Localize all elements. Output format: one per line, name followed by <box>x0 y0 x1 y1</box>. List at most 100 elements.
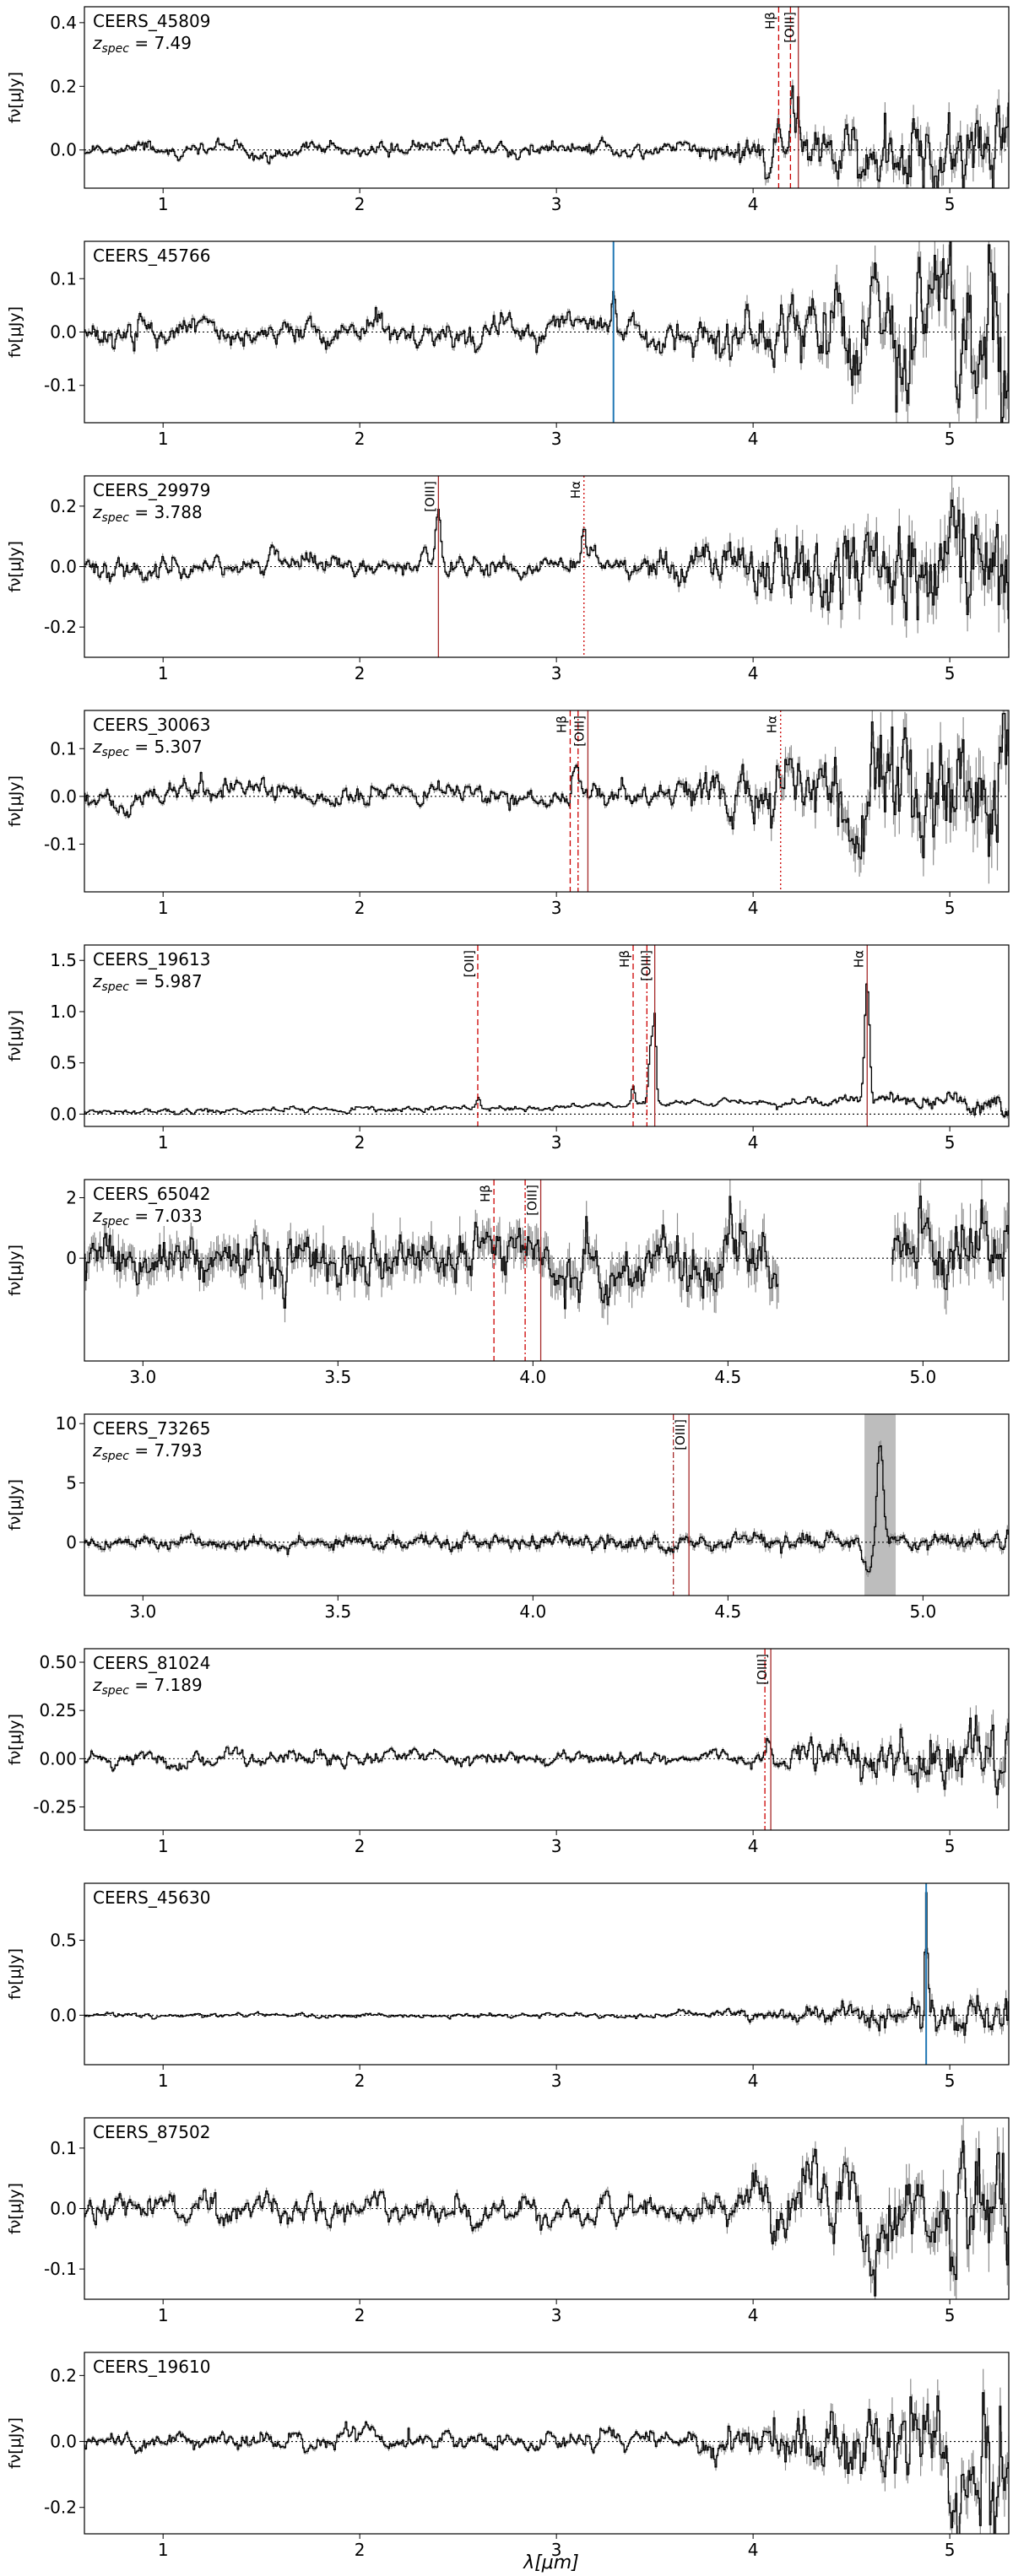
x-tick-label: 4.0 <box>519 1367 546 1387</box>
y-tick-label: 10 <box>56 1413 77 1434</box>
y-tick-label: 1.5 <box>50 950 77 970</box>
x-tick-label: 4.5 <box>714 1601 741 1622</box>
axes-frame <box>84 944 1010 1127</box>
spectrum-line <box>84 1715 1009 1796</box>
y-tick-label: 0.0 <box>50 557 77 577</box>
redshift-label: zspec = 5.307 <box>92 737 203 759</box>
spectrum-line <box>84 85 1009 188</box>
x-tick-label: 3 <box>551 898 562 918</box>
y-tick-label: 2 <box>66 1188 77 1208</box>
emission-line-label: Hβ <box>554 716 569 733</box>
x-tick-label: 5 <box>945 1836 956 1856</box>
x-tick-label: 5 <box>945 429 956 449</box>
figure-x-axis-label: λ[μm] <box>523 2552 579 2573</box>
spectrum-line <box>84 983 1009 1118</box>
emission-line-label: [OIII] <box>639 950 654 981</box>
object-name: CEERS_45630 <box>93 1887 210 1908</box>
y-tick-label: 0.0 <box>50 2005 77 2025</box>
plot-area <box>84 1180 1009 1361</box>
y-axis-label: fν[μJy] <box>6 1948 24 2000</box>
y-axis-label: fν[μJy] <box>6 1714 24 1765</box>
object-name: CEERS_73265 <box>93 1418 210 1439</box>
spectrum-line <box>84 1892 1009 2036</box>
axes-frame <box>84 1882 1010 2066</box>
shaded-band <box>864 1414 897 1596</box>
plot-area <box>84 1414 1009 1596</box>
y-axis-label: fν[μJy] <box>6 1245 24 1296</box>
y-tick-label: 0.0 <box>50 2432 77 2452</box>
y-tick-label: 0.0 <box>50 2199 77 2219</box>
y-tick-label: 0 <box>66 1532 77 1553</box>
panel-CEERS_19613: [OII] Hβ [OIII] Hα 1 2 3 4 5 0.0 0.5 1.0 1.5 fν[μJy] C… <box>6 944 1010 1153</box>
emission-line-label: Hβ <box>478 1185 493 1202</box>
spectrum-line <box>84 712 1009 860</box>
redshift-label: zspec = 7.49 <box>92 33 192 56</box>
emission-line-label: Hβ <box>762 12 777 30</box>
y-tick-label: -0.2 <box>44 2498 77 2518</box>
axes-frame <box>84 1413 1010 1596</box>
panel-CEERS_45809: Hβ [OIII] 1 2 3 4 5 0.0 0.2 0.4 fν[μJy] CEERS_45809… <box>6 6 1010 214</box>
x-tick-label: 1 <box>158 2071 169 2091</box>
x-tick-label: 1 <box>158 663 169 683</box>
emission-line-label: [OII] <box>462 950 477 977</box>
x-tick-label: 3 <box>551 429 562 449</box>
spectrum-line <box>84 1445 1009 1573</box>
y-tick-label: 0.2 <box>50 2365 77 2385</box>
x-tick-label: 4 <box>748 1132 759 1153</box>
panel-CEERS_87502: 1 2 3 4 5 -0.1 0.0 0.1 fν[μJy] CEERS_87502 <box>6 2117 1010 2325</box>
plot-area <box>84 476 1009 657</box>
y-tick-label: 0.50 <box>39 1652 77 1672</box>
x-tick-label: 3 <box>551 1836 562 1856</box>
x-tick-label: 3.0 <box>129 1367 156 1387</box>
panel-CEERS_29979: [OIII] Hα 1 2 3 4 5 -0.2 0.0 0.2 fν[μJy] CEERS_2997… <box>6 475 1010 683</box>
x-tick-label: 5 <box>945 2071 956 2091</box>
y-tick-label: -0.1 <box>44 834 77 854</box>
axes-frame <box>84 2352 1010 2535</box>
x-tick-label: 3 <box>551 2071 562 2091</box>
x-tick-label: 1 <box>158 2305 169 2325</box>
axes-frame <box>84 1179 1010 1362</box>
x-tick-label: 3 <box>551 2540 562 2560</box>
y-axis-label: fν[μJy] <box>6 541 24 592</box>
object-name: CEERS_65042 <box>93 1184 210 1204</box>
emission-line-label: [OIII] <box>783 12 798 43</box>
plot-area <box>84 2368 1009 2534</box>
emission-line-label: [OIII] <box>525 1185 540 1216</box>
y-tick-label: 0.00 <box>39 1748 77 1769</box>
y-tick-label: -0.25 <box>33 1797 77 1817</box>
object-name: CEERS_45766 <box>93 246 210 266</box>
y-tick-label: 0.1 <box>50 738 77 759</box>
x-tick-label: 5.0 <box>909 1601 936 1622</box>
y-tick-label: 0.2 <box>50 76 77 96</box>
panel-CEERS_81024: [OIII] 1 2 3 4 5 -0.25 0.00 0.25 0.50 fν[μJy] CEERS… <box>6 1648 1010 1856</box>
plot-area <box>84 7 1009 188</box>
x-tick-label: 2 <box>355 2071 366 2091</box>
panel-CEERS_30063: Hβ [OIII] Hα 1 2 3 4 5 -0.1 0.0 0.1 fν[μJy] CEERS_30… <box>6 710 1010 918</box>
x-tick-label: 2 <box>355 2305 366 2325</box>
object-name: CEERS_29979 <box>93 480 210 500</box>
panel-CEERS_45630: 1 2 3 4 5 0.0 0.5 fν[μJy] CEERS_45630 <box>6 1882 1010 2091</box>
y-tick-label: 0.0 <box>50 1104 77 1124</box>
x-tick-label: 2 <box>355 898 366 918</box>
object-name: CEERS_19613 <box>93 949 210 969</box>
y-tick-label: 0.2 <box>50 496 77 516</box>
y-tick-label: -0.1 <box>44 2259 77 2279</box>
plot-area <box>84 2118 1009 2299</box>
redshift-label: zspec = 7.033 <box>92 1206 203 1229</box>
x-tick-label: 4 <box>748 2305 759 2325</box>
panel-CEERS_19610: 1 2 3 4 5 -0.2 0.0 0.2 fν[μJy] CEERS_19610 <box>6 2352 1010 2560</box>
x-tick-label: 1 <box>158 1836 169 1856</box>
y-tick-label: 0.0 <box>50 140 77 160</box>
x-tick-label: 4 <box>748 663 759 683</box>
emission-line-label: [OIII] <box>572 716 587 747</box>
x-tick-label: 4 <box>748 1836 759 1856</box>
y-axis-label: fν[μJy] <box>6 72 24 123</box>
panel-CEERS_65042: Hβ [OIII] 3.0 3.5 4.0 4.5 5.0 0 2 fν[μJy] CEERS_65… <box>6 1179 1010 1387</box>
emission-line-label: Hβ <box>617 950 632 968</box>
y-axis-label: fν[μJy] <box>6 1479 24 1531</box>
x-tick-label: 4.0 <box>519 1601 546 1622</box>
x-tick-label: 5 <box>945 2540 956 2560</box>
x-tick-label: 1 <box>158 898 169 918</box>
x-tick-label: 2 <box>355 2540 366 2560</box>
x-tick-label: 3 <box>551 2305 562 2325</box>
